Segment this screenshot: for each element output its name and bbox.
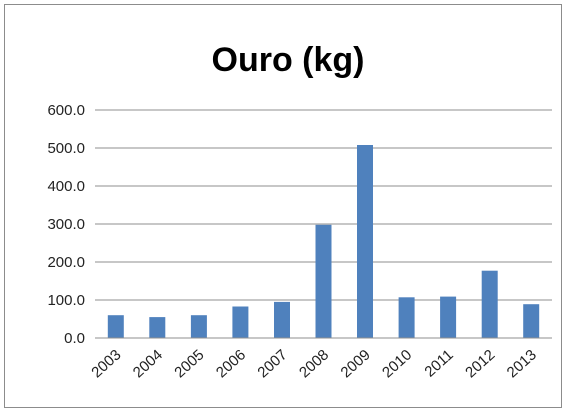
bar-2012 — [481, 270, 498, 338]
y-tick-label: 600.0 — [47, 102, 85, 119]
y-tick-label: 400.0 — [47, 178, 85, 195]
bar-2013 — [523, 304, 540, 338]
y-tick-label: 300.0 — [47, 216, 85, 233]
chart-frame — [4, 4, 562, 408]
bar-2006 — [232, 306, 249, 338]
bar-2009 — [357, 145, 373, 338]
x-tick-label: 2005 — [171, 346, 207, 381]
y-axis-tick-labels: 0.0 100.0 200.0 300.0 400.0 500.0 600.0 — [47, 102, 85, 347]
bar-2005 — [190, 315, 207, 338]
x-tick-label: 2010 — [379, 346, 415, 381]
x-tick-label: 2004 — [130, 346, 166, 381]
chart-title: Ouro (kg) — [212, 41, 365, 79]
x-tick-label: 2009 — [338, 346, 374, 381]
bar-2007 — [274, 301, 290, 338]
x-tick-label: 2008 — [296, 346, 332, 381]
y-tick-label: 200.0 — [47, 254, 85, 271]
x-axis-tick-labels: 2003 2004 2005 2006 2007 2008 2009 2010 2011 2012… — [88, 346, 540, 381]
x-tick-label: 2013 — [504, 346, 540, 381]
x-tick-label: 2007 — [254, 346, 290, 381]
x-tick-label: 2006 — [213, 346, 249, 381]
x-tick-label: 2012 — [462, 346, 498, 381]
bar-2011 — [440, 296, 457, 338]
y-tick-label: 500.0 — [47, 140, 85, 157]
bar-2003 — [107, 315, 124, 338]
bar-2008 — [315, 224, 332, 338]
y-tick-label: 0.0 — [64, 330, 85, 347]
x-tick-label: 2003 — [88, 346, 124, 381]
grid-lines — [95, 109, 552, 301]
bars — [107, 145, 540, 338]
bar-2004 — [149, 317, 166, 338]
x-tick-label: 2011 — [421, 346, 456, 380]
bar-2010 — [398, 297, 415, 338]
y-tick-label: 100.0 — [47, 292, 85, 309]
